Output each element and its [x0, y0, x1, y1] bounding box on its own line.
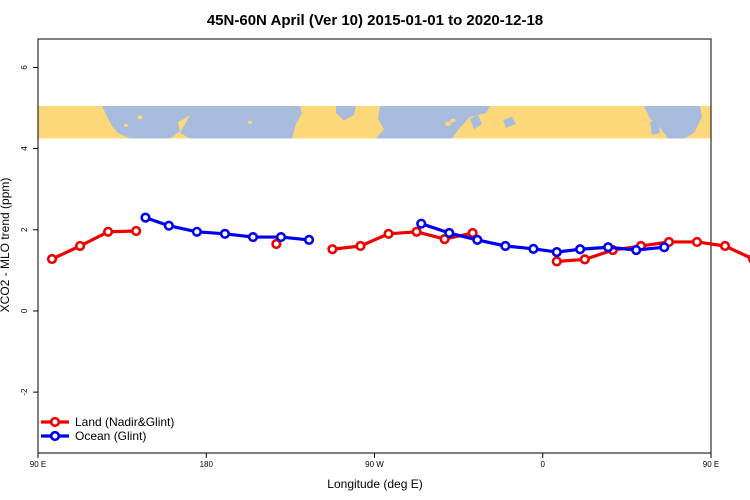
- series-ocean: [140, 212, 670, 258]
- ocean-pacific-west: [102, 105, 190, 139]
- data-point: [303, 234, 315, 246]
- y-axis: -2 0 2 4 6: [20, 65, 38, 396]
- y-tick-label: -2: [20, 388, 29, 396]
- map-island: [450, 118, 456, 123]
- data-point: [631, 244, 642, 256]
- data-point: [103, 226, 114, 237]
- x-tick-label: 90 W: [365, 460, 384, 469]
- map-island: [124, 123, 128, 128]
- map-island: [608, 120, 612, 124]
- x-axis-label: Longitude (deg E): [327, 477, 422, 491]
- data-point: [271, 238, 282, 250]
- ocean-hudson-bay: [336, 105, 356, 121]
- y-tick-label: 0: [20, 308, 29, 313]
- x-tick-label: 180: [200, 460, 214, 469]
- data-point: [131, 225, 142, 237]
- data-point: [551, 246, 562, 258]
- data-point: [140, 212, 151, 223]
- series-line: [51, 229, 137, 261]
- data-point: [191, 226, 203, 237]
- data-point: [691, 236, 703, 248]
- data-point: [500, 240, 511, 252]
- y-axis-label: XCO2 - MLO trend (ppm): [0, 178, 12, 313]
- chart-title: 45N-60N April (Ver 10) 2015-01-01 to 202…: [207, 12, 543, 29]
- data-point: [383, 228, 394, 239]
- ocean-baltic: [503, 116, 516, 128]
- legend: Land (Nadir&Glint)Ocean (Glint): [41, 415, 174, 443]
- data-point: [603, 242, 614, 253]
- ocean-pacific-right: [644, 105, 702, 139]
- data-point: [163, 220, 174, 231]
- ocean-north-sea: [470, 114, 482, 130]
- series-layer: [46, 212, 750, 267]
- data-point: [74, 240, 86, 252]
- map-island: [137, 115, 143, 120]
- y-tick-label: 6: [20, 65, 29, 70]
- y-tick-label: 4: [20, 146, 29, 151]
- data-point: [467, 227, 478, 239]
- data-point: [416, 218, 427, 229]
- ocean-atlantic: [376, 105, 490, 139]
- legend-label: Ocean (Glint): [75, 429, 146, 443]
- x-tick-label: 0: [541, 460, 546, 469]
- data-point: [472, 234, 483, 246]
- data-point: [579, 254, 590, 265]
- data-point: [219, 228, 231, 239]
- series-line: [420, 222, 665, 254]
- map-band: [38, 105, 711, 139]
- legend-label: Land (Nadir&Glint): [75, 415, 174, 429]
- y-tick-label: 2: [20, 227, 29, 232]
- data-point: [355, 240, 366, 252]
- data-point: [659, 242, 670, 253]
- legend-item: Land (Nadir&Glint): [41, 415, 174, 429]
- x-axis: 90 E 180 90 W 0 90 E: [30, 453, 719, 469]
- data-point: [551, 256, 562, 267]
- data-point: [275, 231, 287, 243]
- x-tick-label: 90 E: [703, 460, 719, 469]
- data-point: [327, 244, 338, 255]
- data-point: [247, 231, 259, 243]
- ocean-pacific-east: [180, 105, 302, 139]
- data-point: [411, 226, 422, 237]
- ocean-okhotsk: [650, 118, 660, 135]
- data-point: [575, 244, 586, 255]
- x-tick-label: 90 E: [30, 460, 46, 469]
- data-point: [444, 227, 455, 239]
- legend-marker: [49, 416, 61, 428]
- map-island: [361, 119, 369, 126]
- data-point: [46, 253, 58, 265]
- legend-item: Ocean (Glint): [41, 429, 146, 443]
- map-island: [445, 121, 451, 127]
- data-point: [719, 240, 731, 252]
- map-island: [327, 123, 333, 128]
- legend-marker: [49, 430, 61, 442]
- map-island: [248, 120, 252, 124]
- data-point: [528, 243, 539, 254]
- series-land: [46, 225, 750, 267]
